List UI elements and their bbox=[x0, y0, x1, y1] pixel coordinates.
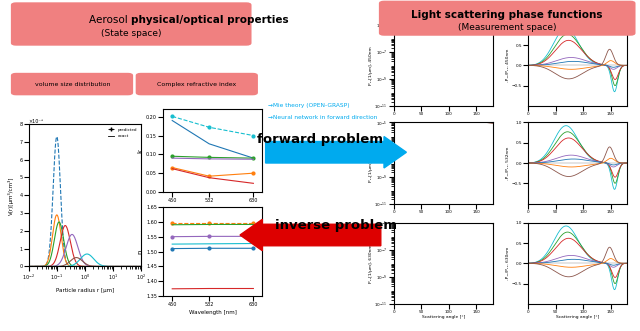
X-axis label: Wavelength [nm]: Wavelength [nm] bbox=[189, 310, 237, 315]
Text: physical/optical properties: physical/optical properties bbox=[131, 15, 289, 25]
Text: (State space): (State space) bbox=[101, 28, 161, 38]
Text: Complex refractive index: Complex refractive index bbox=[157, 81, 237, 87]
X-axis label: Particle radius r [μm]: Particle radius r [μm] bbox=[56, 288, 114, 293]
Y-axis label: -P₁₂/P₁₁, 532nm: -P₁₂/P₁₁, 532nm bbox=[506, 146, 510, 180]
X-axis label: Scattering angle [°]: Scattering angle [°] bbox=[422, 315, 465, 319]
Text: →Mie theory (OPEN-GRASP): →Mie theory (OPEN-GRASP) bbox=[268, 103, 349, 109]
Text: forward problem: forward problem bbox=[257, 132, 383, 146]
Text: inverse problem: inverse problem bbox=[275, 218, 397, 232]
Y-axis label: V(r)[μm³/cm³]: V(r)[μm³/cm³] bbox=[8, 176, 14, 214]
Y-axis label: n: n bbox=[138, 249, 143, 254]
Legend: predicted, exact: predicted, exact bbox=[106, 126, 139, 140]
Text: (Measurement space): (Measurement space) bbox=[458, 23, 556, 32]
Text: Aerosol: Aerosol bbox=[89, 15, 131, 25]
Text: →Neural network in forward direction: →Neural network in forward direction bbox=[268, 115, 377, 120]
Text: volume size distribution: volume size distribution bbox=[35, 81, 110, 87]
X-axis label: Scattering angle [°]: Scattering angle [°] bbox=[556, 315, 599, 319]
Y-axis label: P₁₁[1/μm], 450nm: P₁₁[1/μm], 450nm bbox=[369, 46, 373, 85]
Y-axis label: -P₁₂/P₁₁, 630nm: -P₁₂/P₁₁, 630nm bbox=[506, 247, 510, 280]
Y-axis label: k: k bbox=[138, 149, 143, 153]
Y-axis label: P₁₁[1/μm], 532nm: P₁₁[1/μm], 532nm bbox=[369, 144, 373, 182]
Text: ← Neural network in inverse direction: ← Neural network in inverse direction bbox=[268, 240, 378, 245]
Text: ×10⁻⁶: ×10⁻⁶ bbox=[29, 119, 44, 124]
Y-axis label: -P₁₂/P₁₁, 450nm: -P₁₂/P₁₁, 450nm bbox=[506, 49, 510, 82]
Text: Light scattering phase functions: Light scattering phase functions bbox=[411, 10, 603, 20]
Y-axis label: P₁₁[1/μm], 630nm: P₁₁[1/μm], 630nm bbox=[369, 244, 373, 283]
